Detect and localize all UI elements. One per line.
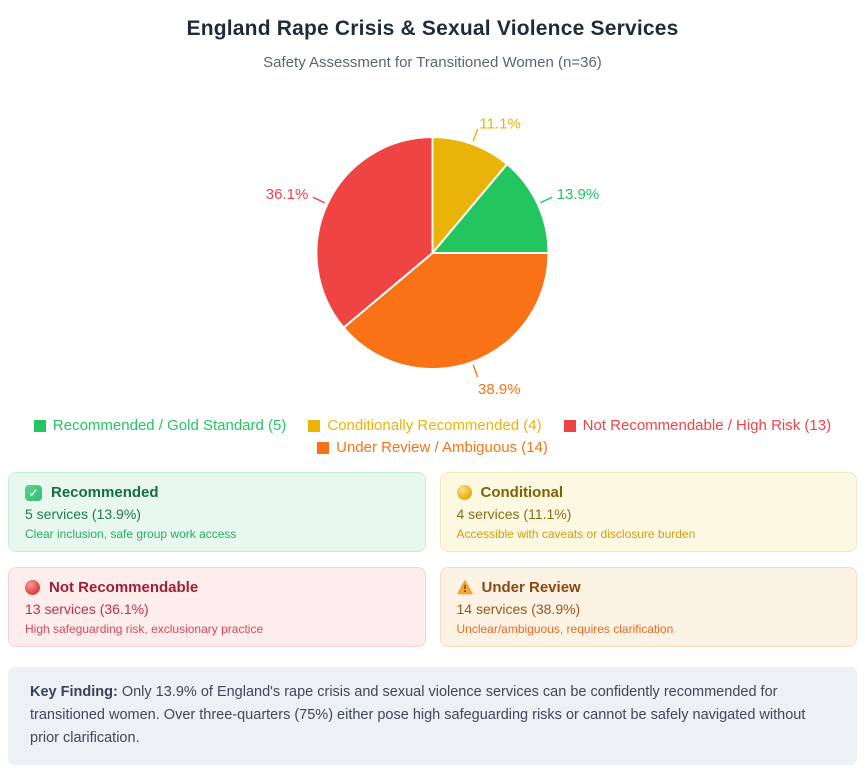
- card-title: Recommended: [51, 484, 159, 501]
- check-icon: ✓: [25, 484, 42, 501]
- legend-swatch-conditional: [308, 419, 321, 432]
- legend-item-recommended: Recommended / Gold Standard (5): [33, 417, 287, 434]
- card-recommended: ✓ Recommended 5 services (13.9%) Clear i…: [8, 472, 426, 552]
- pie-label-line-0: [472, 128, 479, 142]
- legend-swatch-recommended: [33, 419, 46, 432]
- summary-cards: ✓ Recommended 5 services (13.9%) Clear i…: [8, 472, 857, 647]
- card-under-review: Under Review 14 services (38.9%) Unclear…: [439, 567, 857, 647]
- card-description: Clear inclusion, safe group work access: [25, 527, 237, 541]
- chart-legend: Recommended / Gold Standard (5) Conditio…: [0, 417, 865, 456]
- card-description: High safeguarding risk, exclusionary pra…: [25, 622, 264, 636]
- legend-item-under-review: Under Review / Ambiguous (14): [317, 439, 548, 456]
- card-title: Not Recommendable: [49, 579, 199, 596]
- pie-chart: 11.1% 13.9% 38.9% 36.1%: [266, 115, 600, 398]
- pie-slice-0: [431, 135, 509, 256]
- warning-icon: [456, 580, 473, 595]
- card-under-review-header: Under Review: [456, 579, 841, 596]
- legend-label: Conditionally Recommended (4): [327, 417, 542, 434]
- legend-label: Under Review / Ambiguous (14): [336, 439, 548, 456]
- card-description: Accessible with caveats or disclosure bu…: [456, 527, 696, 541]
- key-finding-text: Only 13.9% of England's rape crisis and …: [30, 684, 806, 747]
- legend-item-not-recommendable: Not Recommendable / High Risk (13): [563, 417, 832, 434]
- card-value: 14 services (38.9%): [456, 601, 581, 617]
- pie-label-line-1: [540, 196, 553, 204]
- pie-slice-2: [342, 252, 550, 371]
- card-value: 13 services (36.1%): [25, 601, 149, 617]
- page-subtitle: Safety Assessment for Transitioned Women…: [263, 54, 602, 71]
- pie-percent-label-1: 13.9%: [557, 186, 600, 203]
- card-not-recommendable: Not Recommendable 13 services (36.1%) Hi…: [8, 567, 426, 647]
- page-title: England Rape Crisis & Sexual Violence Se…: [186, 17, 679, 40]
- yellow-circle-icon: [456, 485, 472, 500]
- card-value: 4 services (11.1%): [456, 506, 572, 522]
- key-finding-label: Key Finding:: [30, 684, 118, 700]
- legend-item-conditional: Conditionally Recommended (4): [308, 417, 542, 434]
- card-description: Unclear/ambiguous, requires clarificatio…: [456, 622, 674, 636]
- legend-label: Recommended / Gold Standard (5): [52, 417, 287, 434]
- card-conditional: Conditional 4 services (11.1%) Accessibl…: [439, 472, 857, 552]
- pie-label-line-2: [472, 364, 479, 378]
- card-recommended-header: ✓ Recommended: [25, 484, 409, 501]
- legend-row-1: Recommended / Gold Standard (5) Conditio…: [0, 417, 865, 434]
- card-not-recommendable-header: Not Recommendable: [25, 579, 409, 596]
- pie-percent-label-0: 11.1%: [479, 115, 520, 132]
- legend-swatch-not-recommendable: [563, 419, 576, 432]
- card-title: Under Review: [481, 579, 581, 596]
- legend-label: Not Recommendable / High Risk (13): [582, 417, 832, 434]
- pie-percent-label-2: 38.9%: [478, 381, 521, 398]
- key-finding-box: Key Finding: Only 13.9% of England's rap…: [8, 667, 857, 765]
- legend-row-2: Under Review / Ambiguous (14): [0, 439, 865, 456]
- card-value: 5 services (13.9%): [25, 506, 141, 522]
- pie-percent-label-3: 36.1%: [266, 186, 309, 203]
- pie-label-line-3: [312, 196, 325, 204]
- card-title: Conditional: [480, 484, 564, 501]
- pie-slice-1: [430, 162, 550, 254]
- legend-swatch-under-review: [317, 441, 330, 454]
- pie-slice-3: [315, 135, 434, 330]
- red-circle-icon: [25, 580, 40, 595]
- card-conditional-header: Conditional: [456, 484, 841, 501]
